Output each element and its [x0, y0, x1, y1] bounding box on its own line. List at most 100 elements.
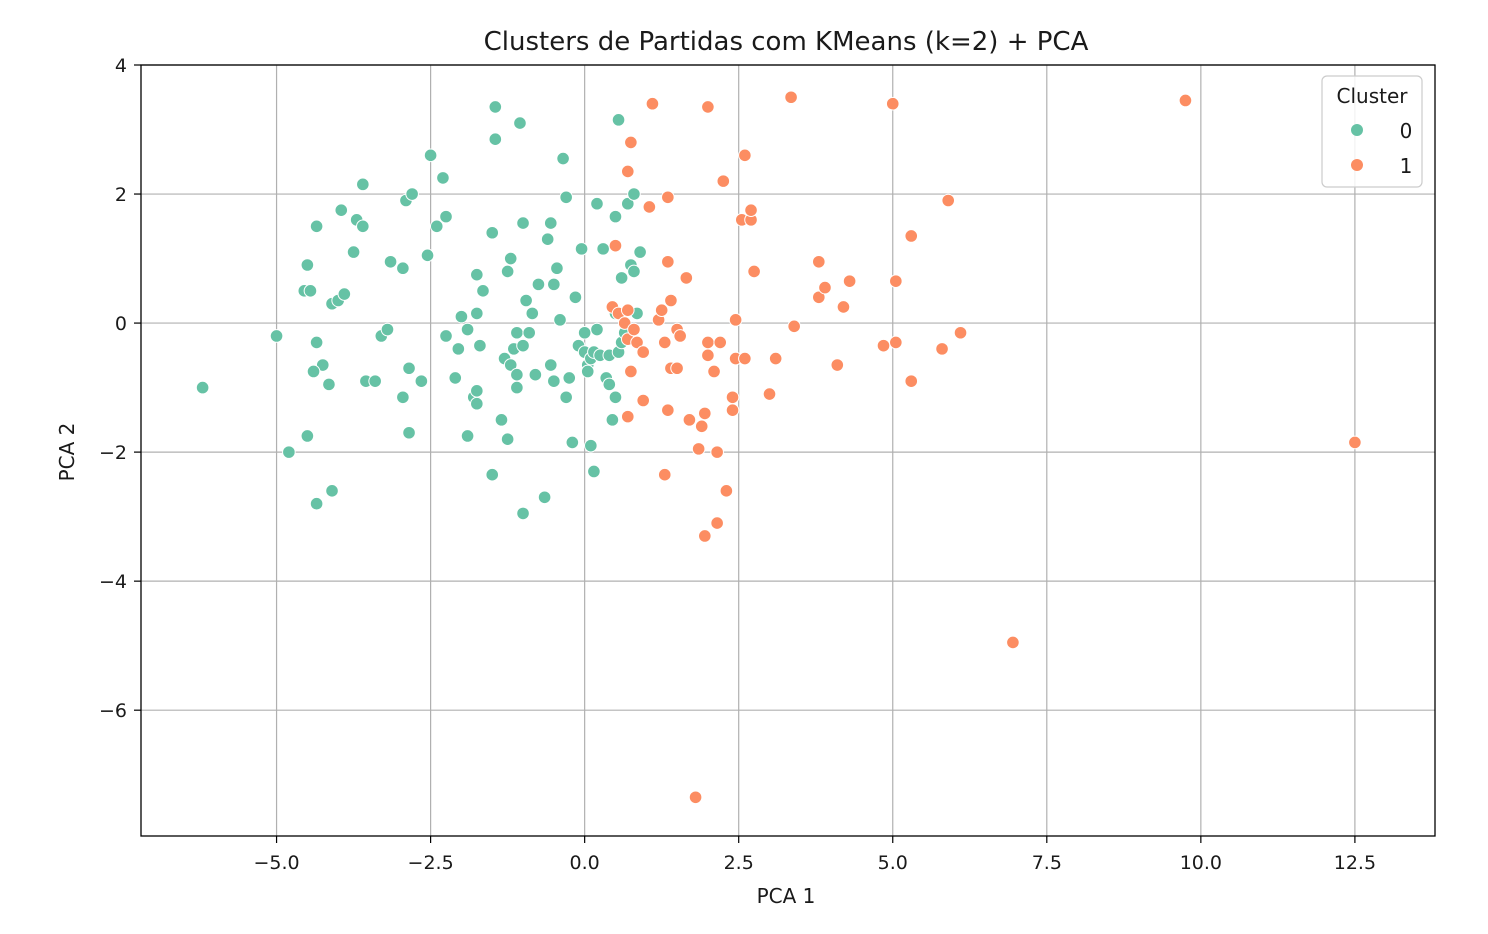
data-point-cluster-0	[383, 254, 398, 269]
data-point-cluster-0	[528, 367, 543, 382]
data-point-cluster-1	[664, 293, 678, 308]
y-tick-label: 0	[115, 313, 127, 335]
data-point-cluster-0	[414, 374, 429, 388]
data-point-cluster-1	[624, 364, 638, 379]
data-point-cluster-0	[525, 306, 540, 321]
data-point-cluster-1	[682, 413, 697, 427]
data-point-cluster-0	[550, 261, 564, 276]
data-point-cluster-0	[356, 219, 370, 234]
data-point-cluster-1	[661, 403, 675, 417]
data-point-cluster-0	[337, 287, 352, 301]
data-point-cluster-1	[701, 348, 715, 363]
data-point-cluster-0	[614, 271, 629, 285]
x-tick-label: 2.5	[724, 852, 754, 874]
y-axis-ticks: 4 2 0 −2 −4 −6	[99, 55, 141, 722]
data-point-cluster-0	[559, 190, 573, 205]
data-point-cluster-0	[402, 361, 416, 376]
y-tick-label: 4	[115, 55, 127, 77]
data-point-cluster-0	[522, 325, 537, 340]
data-point-cluster-1	[738, 351, 752, 366]
data-point-cluster-0	[568, 290, 583, 305]
data-point-cluster-0	[488, 100, 503, 114]
data-point-cluster-0	[300, 258, 315, 272]
data-point-cluster-0	[451, 342, 466, 356]
data-point-cluster-0	[559, 390, 573, 405]
data-point-cluster-0	[476, 284, 490, 298]
data-point-cluster-1	[661, 190, 675, 205]
data-point-cluster-0	[510, 325, 524, 340]
data-point-cluster-0	[556, 151, 570, 166]
data-point-cluster-1	[744, 203, 758, 217]
data-point-cluster-0	[519, 293, 533, 308]
data-point-cluster-1	[620, 409, 635, 424]
data-point-cluster-1	[935, 342, 949, 356]
data-point-cluster-0	[627, 264, 641, 279]
data-point-cluster-0	[368, 374, 382, 388]
data-point-cluster-0	[325, 484, 339, 498]
x-tick-label: 12.5	[1334, 852, 1376, 874]
data-point-cluster-0	[300, 429, 315, 443]
data-point-cluster-1	[620, 164, 635, 179]
data-point-cluster-0	[608, 390, 623, 405]
data-point-cluster-1	[691, 442, 706, 456]
data-point-cluster-0	[356, 177, 370, 192]
data-point-cluster-0	[543, 216, 558, 230]
data-point-cluster-0	[436, 171, 450, 185]
data-point-cluster-1	[654, 303, 669, 317]
data-point-cluster-0	[611, 113, 626, 127]
data-point-cluster-1	[627, 322, 641, 337]
chart-title: Clusters de Partidas com KMeans (k=2) + …	[484, 27, 1089, 57]
data-point-cluster-1	[617, 316, 632, 330]
data-point-cluster-1	[688, 790, 703, 805]
legend-label-cluster-0: 0	[1400, 119, 1413, 143]
data-point-cluster-0	[494, 413, 509, 427]
data-point-cluster-0	[269, 329, 284, 343]
data-point-cluster-0	[420, 248, 435, 263]
data-point-cluster-1	[698, 529, 712, 543]
legend-marker-cluster-1	[1351, 159, 1363, 171]
data-point-cluster-0	[460, 322, 475, 337]
legend-title: Cluster	[1337, 84, 1409, 108]
data-point-cluster-1	[698, 406, 712, 421]
data-point-cluster-0	[565, 435, 580, 450]
data-point-cluster-0	[402, 425, 416, 440]
data-point-cluster-0	[309, 219, 324, 234]
data-point-cluster-0	[315, 358, 330, 372]
data-point-cluster-0	[303, 284, 318, 298]
data-point-cluster-0	[429, 219, 444, 234]
data-point-cluster-0	[537, 490, 552, 505]
data-point-cluster-1	[645, 96, 660, 111]
data-point-cluster-1	[876, 338, 891, 353]
data-point-cluster-0	[580, 364, 595, 379]
x-tick-label: −5.0	[253, 852, 299, 874]
data-point-cluster-0	[590, 196, 604, 211]
data-point-cluster-0	[574, 242, 589, 256]
data-point-cluster-1	[1348, 435, 1362, 450]
data-point-cluster-0	[470, 306, 484, 321]
data-point-cluster-1	[1178, 93, 1193, 108]
x-tick-label: −2.5	[408, 852, 454, 874]
data-point-cluster-1	[725, 403, 740, 417]
data-point-cluster-0	[454, 309, 469, 324]
x-tick-label: 5.0	[878, 852, 908, 874]
data-point-cluster-0	[553, 313, 567, 327]
data-point-cluster-1	[636, 345, 650, 359]
data-point-cluster-1	[657, 467, 672, 482]
data-point-cluster-1	[716, 174, 731, 188]
data-point-cluster-0	[602, 377, 617, 392]
data-point-cluster-0	[309, 496, 324, 511]
data-point-cluster-1	[762, 387, 777, 401]
data-point-cluster-1	[661, 254, 675, 269]
data-point-cluster-1	[701, 335, 715, 350]
data-point-cluster-0	[439, 329, 453, 343]
data-point-cluster-1	[713, 335, 728, 350]
data-point-cluster-1	[747, 264, 761, 279]
data-point-cluster-0	[485, 467, 500, 482]
data-point-cluster-0	[584, 438, 598, 453]
data-point-cluster-0	[423, 148, 438, 163]
legend-box	[1321, 75, 1423, 188]
plot-frame	[140, 64, 1436, 837]
data-point-cluster-1	[701, 100, 715, 114]
data-point-cluster-1	[889, 274, 903, 288]
y-tick-label: −2	[99, 442, 127, 464]
